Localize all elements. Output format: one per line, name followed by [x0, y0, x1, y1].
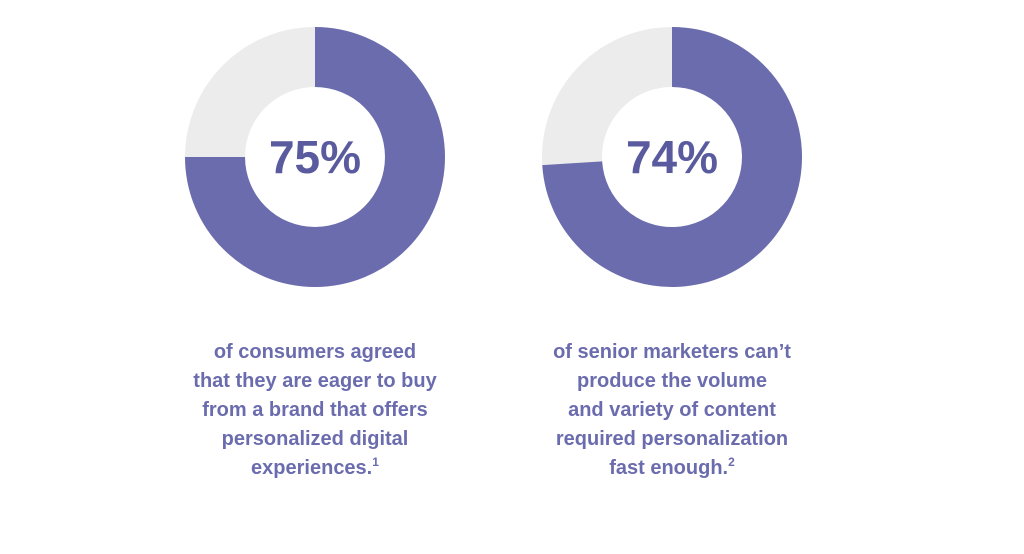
caption-line: and variety of content — [568, 399, 776, 421]
donut-segment — [185, 27, 445, 287]
caption-text: experiences. — [251, 457, 372, 479]
footnote-mark: 1 — [372, 455, 379, 469]
caption-line: personalized digital — [222, 428, 409, 450]
center-label: 74% — [626, 131, 718, 183]
caption-line: from a brand that offers — [202, 399, 428, 421]
caption-line: of consumers agreed — [214, 341, 416, 363]
donut-segment — [542, 27, 803, 287]
footnote-mark: 2 — [728, 455, 735, 469]
caption-line: produce the volume — [577, 370, 767, 392]
caption-line: of senior marketers can’t — [553, 341, 791, 363]
caption-line: experiences.1 — [251, 455, 379, 479]
caption-line: required personalization — [556, 428, 788, 450]
center-label: 75% — [269, 131, 361, 183]
caption-line: fast enough.2 — [609, 455, 735, 479]
caption-text: fast enough. — [609, 457, 728, 479]
caption-line: that they are eager to buy — [193, 370, 437, 392]
